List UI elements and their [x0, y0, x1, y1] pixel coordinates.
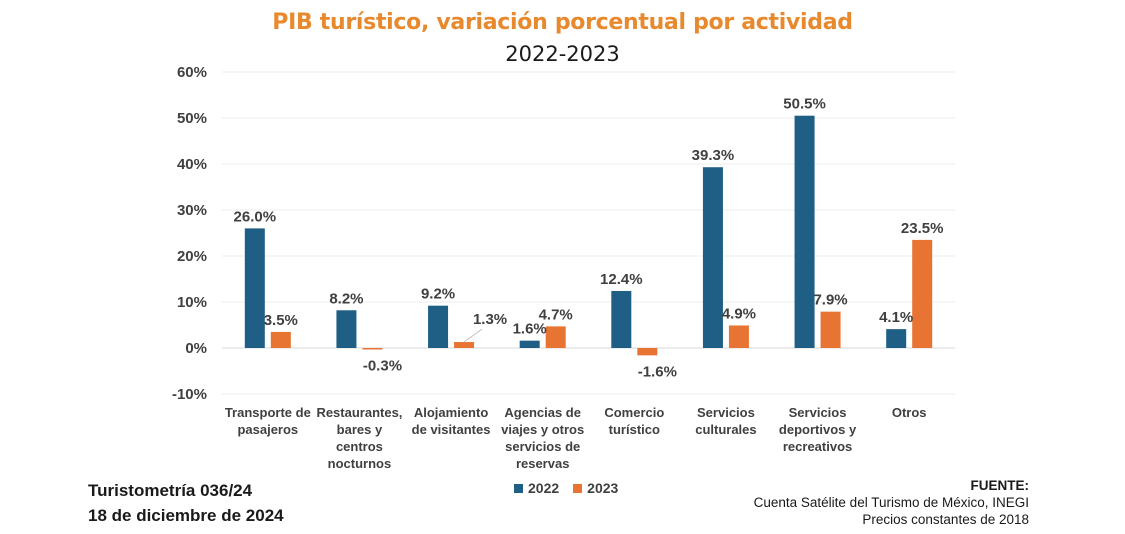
- y-tick-label: -10%: [172, 386, 207, 403]
- chart-title: PIB turístico, variación porcentual por …: [272, 10, 853, 35]
- data-label-2023: 4.9%: [722, 305, 756, 322]
- y-tick-label: 10%: [177, 294, 207, 311]
- bar-2023: [270, 331, 291, 348]
- bar-2022: [519, 340, 540, 348]
- bar-2023: [637, 348, 658, 356]
- data-label-2023: -0.3%: [363, 358, 402, 375]
- y-tick-label: 60%: [177, 64, 207, 81]
- legend-item-2023: 2023: [573, 480, 618, 496]
- data-label-2023: 23.5%: [901, 220, 944, 237]
- x-tick-label: Servicios: [789, 405, 847, 420]
- x-tick-label: viajes y otros: [501, 422, 584, 437]
- bar-2022: [886, 329, 907, 348]
- data-label-2022: 26.0%: [234, 208, 277, 225]
- x-tick-label: centros: [336, 439, 383, 454]
- publication-info: Turistometría 036/24 18 de diciembre de …: [88, 478, 284, 528]
- bar-2023: [545, 326, 566, 348]
- x-axis-labels: Transporte de pasajeros Restaurantes, bares…: [225, 405, 927, 471]
- bulletin-number: Turistometría 036/24: [88, 481, 253, 500]
- bar-2022: [611, 290, 632, 348]
- source-label: FUENTE:: [970, 478, 1030, 493]
- legend-label-2023: 2023: [587, 480, 619, 496]
- data-label-2022: 12.4%: [600, 271, 643, 288]
- legend-item-2022: 2022: [514, 480, 559, 496]
- publication-date: 18 de diciembre de 2024: [88, 506, 284, 525]
- bar-2023: [362, 348, 383, 350]
- data-label-2023: 3.5%: [264, 312, 298, 329]
- y-tick-label: 20%: [177, 248, 207, 265]
- bar-2022: [794, 115, 815, 348]
- bar-2023: [454, 342, 475, 348]
- source-line-1: Cuenta Satélite del Turismo de México, I…: [753, 495, 1029, 510]
- data-label-2022: 1.6%: [513, 321, 547, 338]
- data-label-2023: 7.9%: [813, 292, 847, 309]
- legend: 2022 2023: [514, 480, 618, 496]
- x-tick-label: Alojamiento: [414, 405, 488, 420]
- x-tick-label: recreativos: [783, 439, 852, 454]
- gridlines: [222, 71, 955, 395]
- bar-2022: [428, 305, 449, 348]
- legend-swatch-2022: [514, 483, 523, 493]
- y-tick-label: 30%: [177, 202, 207, 219]
- x-tick-label: Otros: [892, 405, 927, 420]
- bar-2023: [912, 239, 933, 348]
- data-label-2022: 4.1%: [879, 309, 913, 326]
- data-label-2022: 50.5%: [783, 96, 826, 113]
- y-tick-label: 0%: [185, 340, 207, 357]
- bar-2022: [336, 310, 357, 348]
- x-tick-label: turístico: [609, 422, 660, 437]
- y-axis-ticks: -10% 0% 10% 20% 30% 40% 50% 60%: [172, 64, 207, 403]
- x-tick-label: Agencias de: [504, 405, 581, 420]
- data-label-2022: 8.2%: [329, 290, 363, 307]
- x-tick-label: Transporte de: [225, 405, 311, 420]
- x-tick-label: reservas: [516, 456, 570, 471]
- source-line-2: Precios constantes de 2018: [862, 512, 1029, 527]
- data-label-2023: 4.7%: [539, 306, 573, 323]
- x-tick-label: deportivos y: [779, 422, 857, 437]
- data-label-2023: -1.6%: [638, 363, 677, 380]
- data-label-2022: 39.3%: [692, 147, 735, 164]
- chart-subtitle: 2022-2023: [505, 42, 620, 66]
- y-tick-label: 40%: [177, 156, 207, 173]
- x-tick-label: culturales: [695, 422, 756, 437]
- bar-2023: [820, 311, 841, 348]
- x-tick-label: nocturnos: [328, 456, 392, 471]
- data-label-leader-line: [463, 328, 483, 343]
- x-tick-label: Comercio: [604, 405, 664, 420]
- x-tick-label: Servicios: [697, 405, 755, 420]
- x-tick-label: pasajeros: [237, 422, 298, 437]
- bar-2022: [702, 167, 723, 348]
- x-tick-label: bares y: [337, 422, 383, 437]
- x-tick-label: servicios de: [505, 439, 580, 454]
- y-tick-label: 50%: [177, 110, 207, 127]
- data-label-2023: 1.3%: [473, 311, 507, 328]
- legend-label-2022: 2022: [528, 480, 560, 496]
- bar-2022: [244, 228, 265, 348]
- x-tick-label: de visitantes: [412, 422, 491, 437]
- source-info: FUENTE: Cuenta Satélite del Turismo de M…: [754, 477, 1029, 528]
- data-labels: 26.0% 3.5% 8.2% -0.3% 9.2% 1.3% 1.6%4.7% 12.4% -…: [234, 96, 944, 381]
- data-label-2022: 9.2%: [421, 286, 455, 303]
- bar-2023: [728, 325, 749, 348]
- legend-swatch-2023: [573, 483, 583, 493]
- x-tick-label: Restaurantes,: [316, 405, 402, 420]
- bars: [244, 115, 933, 356]
